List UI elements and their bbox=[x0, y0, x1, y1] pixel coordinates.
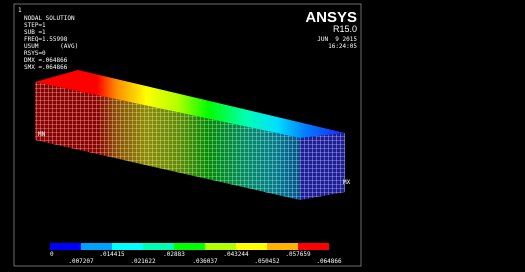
date: JUN 9 2015 bbox=[317, 36, 357, 43]
swatch bbox=[205, 243, 236, 250]
info-line: SMX =.064866 bbox=[24, 64, 68, 71]
legend-label: .050452 bbox=[254, 258, 280, 265]
color-bar bbox=[50, 243, 329, 250]
info-line: USUM (AVG) bbox=[24, 43, 78, 50]
swatch bbox=[236, 243, 267, 250]
info-line: NODAL SOLUTION bbox=[24, 15, 75, 22]
legend-label: .014415 bbox=[99, 251, 125, 258]
info-line: DMX =.064866 bbox=[24, 57, 68, 64]
max-marker: MX bbox=[343, 179, 351, 186]
info-line: FREQ=1.55998 bbox=[24, 36, 68, 43]
window-number: 1 bbox=[18, 7, 22, 14]
legend-label: .036037 bbox=[192, 258, 218, 265]
legend-label: .02883 bbox=[163, 251, 185, 258]
swatch bbox=[112, 243, 143, 250]
legend-label: .007207 bbox=[68, 258, 94, 265]
ansys-window: 1 NODAL SOLUTIONSTEP=1SUB =1FREQ=1.55998… bbox=[0, 0, 525, 272]
beam-end-mesh bbox=[300, 133, 345, 200]
legend-label: .043244 bbox=[223, 251, 249, 258]
swatch bbox=[298, 243, 329, 250]
time: 16:24:05 bbox=[328, 43, 357, 50]
info-line: SUB =1 bbox=[24, 29, 46, 36]
legend-label: .021622 bbox=[130, 258, 156, 265]
legend-label: .057659 bbox=[285, 251, 311, 258]
swatch bbox=[50, 243, 81, 250]
swatch bbox=[267, 243, 298, 250]
swatch bbox=[143, 243, 174, 250]
page: 1 NODAL SOLUTIONSTEP=1SUB =1FREQ=1.55998… bbox=[0, 0, 525, 272]
min-marker: MN bbox=[38, 131, 46, 138]
legend-label: 0 bbox=[50, 251, 54, 258]
swatch bbox=[174, 243, 205, 250]
swatch bbox=[81, 243, 112, 250]
info-line: RSYS=0 bbox=[24, 50, 46, 57]
version: R15.0 bbox=[333, 24, 357, 34]
info-line: STEP=1 bbox=[24, 22, 46, 29]
legend-label: .064866 bbox=[316, 258, 342, 265]
